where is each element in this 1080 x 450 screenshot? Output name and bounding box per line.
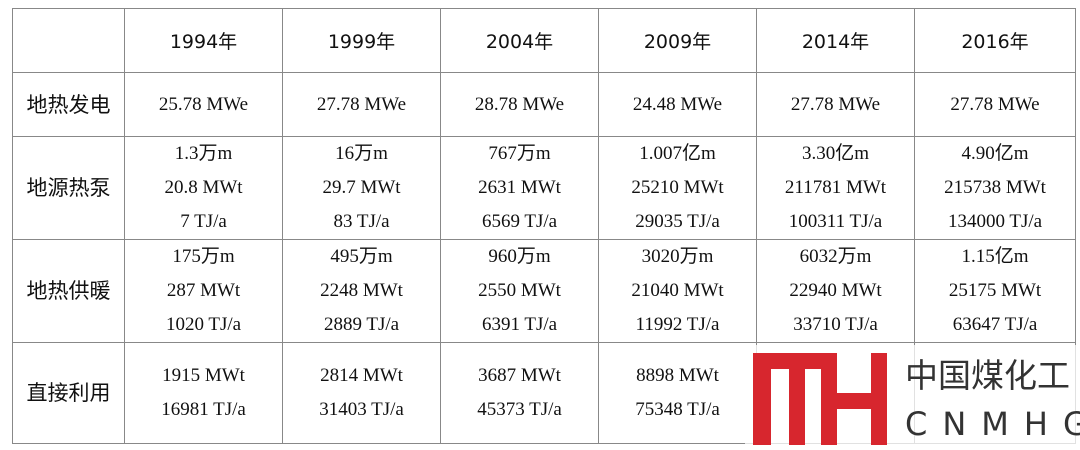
watermark-code: CNMHG [905, 405, 1080, 443]
cell-line: 215738 MWt [944, 177, 1046, 198]
row-label: 直接利用 [12, 342, 125, 444]
cell-line: 287 MWt [166, 280, 241, 301]
cell: 6032万m 22940 MWt 33710 TJ/a [756, 239, 915, 343]
cell: 175万m 287 MWt 1020 TJ/a [124, 239, 283, 343]
cell: 3020万m 21040 MWt 11992 TJ/a [598, 239, 757, 343]
cell: 27.78 MWe [914, 72, 1076, 137]
cell-line: 6391 TJ/a [481, 314, 558, 335]
cell-line: 134000 TJ/a [947, 211, 1043, 232]
cell-line: 960万m [488, 246, 551, 267]
cell-line: 3020万m [641, 246, 714, 267]
cell-line: 75348 TJ/a [635, 399, 720, 420]
cell-line: 22940 MWt [789, 280, 882, 301]
cell: 960万m 2550 MWt 6391 TJ/a [440, 239, 599, 343]
cell-line: 1.3万m [174, 143, 233, 164]
cell: 1915 MWt 16981 TJ/a [124, 342, 283, 444]
cell-line: 1915 MWt [162, 365, 245, 386]
cell: 1.3万m 20.8 MWt 7 TJ/a [124, 136, 283, 240]
cell: 27.78 MWe [756, 72, 915, 137]
cell-line: 4.90亿m [961, 143, 1029, 164]
watermark: 中国煤化工 CNMHG [745, 345, 1080, 450]
cell: 3687 MWt 45373 TJ/a [440, 342, 599, 444]
cell-line: 2814 MWt [320, 365, 403, 386]
cell-line: 2248 MWt [320, 280, 403, 301]
cell-line: 2550 MWt [478, 280, 561, 301]
cell-line: 11992 TJ/a [635, 314, 720, 335]
cell-line: 2889 TJ/a [323, 314, 400, 335]
cell-line: 8898 MWt [636, 365, 719, 386]
cell-line: 29.7 MWt [322, 177, 401, 198]
cell-line: 63647 TJ/a [952, 314, 1038, 335]
cell-line: 100311 TJ/a [788, 211, 883, 232]
header-cell: 2014年 [756, 8, 915, 73]
cell-line: 175万m [172, 246, 235, 267]
cell-line: 21040 MWt [631, 280, 724, 301]
cell-line: 6032万m [799, 246, 872, 267]
cell-line: 28.78 MWe [474, 93, 565, 115]
cell: 2814 MWt 31403 TJ/a [282, 342, 441, 444]
cell-line: 6569 TJ/a [481, 211, 558, 232]
cell-line: 29035 TJ/a [635, 211, 720, 232]
cell-line: 25175 MWt [948, 280, 1042, 301]
cell-line: 16万m [335, 143, 388, 164]
cell-line: 1020 TJ/a [165, 314, 242, 335]
row-label: 地热供暖 [12, 239, 125, 343]
cell-line: 2631 MWt [478, 177, 561, 198]
cell-line: 83 TJ/a [333, 211, 390, 232]
cell: 4.90亿m 215738 MWt 134000 TJ/a [914, 136, 1076, 240]
cell-line: 7 TJ/a [180, 211, 227, 232]
cell: 16万m 29.7 MWt 83 TJ/a [282, 136, 441, 240]
header-cell: 1999年 [282, 8, 441, 73]
cell-line: 27.78 MWe [790, 93, 881, 115]
header-cell: 2016年 [914, 8, 1076, 73]
cell: 3.30亿m 211781 MWt 100311 TJ/a [756, 136, 915, 240]
cell: 1.15亿m 25175 MWt 63647 TJ/a [914, 239, 1076, 343]
header-cell: 1994年 [124, 8, 283, 73]
cell-line: 16981 TJ/a [161, 399, 246, 420]
cell-line: 45373 TJ/a [477, 399, 562, 420]
cell-line: 211781 MWt [784, 177, 887, 198]
cell: 27.78 MWe [282, 72, 441, 137]
header-cell: 2004年 [440, 8, 599, 73]
cell: 8898 MWt 75348 TJ/a [598, 342, 757, 444]
cell-line: 20.8 MWt [164, 177, 243, 198]
header-row: 1994年 1999年 2004年 2009年 2014年 2016年 [12, 8, 1076, 73]
cell: 24.48 MWe [598, 72, 757, 137]
cell: 1.007亿m 25210 MWt 29035 TJ/a [598, 136, 757, 240]
cell-line: 1.15亿m [961, 246, 1029, 267]
data-table: 1994年 1999年 2004年 2009年 2014年 2016年 地热发电 25.78… [12, 8, 1076, 444]
corner-cell [12, 8, 125, 73]
cell-line: 24.48 MWe [632, 93, 723, 115]
cell: 28.78 MWe [440, 72, 599, 137]
cell: 25.78 MWe [124, 72, 283, 137]
cell-line: 495万m [330, 246, 393, 267]
cell-line: 3.30亿m [801, 143, 870, 164]
cell-line: 3687 MWt [478, 365, 561, 386]
header-cell: 2009年 [598, 8, 757, 73]
table-row: 地源热泵 1.3万m 20.8 MWt 7 TJ/a 16万m 29.7 MWt 83 TJ… [12, 136, 1076, 240]
watermark-name: 中国煤化工 [905, 356, 1070, 395]
cell: 495万m 2248 MWt 2889 TJ/a [282, 239, 441, 343]
table-row: 地热供暖 175万m 287 MWt 1020 TJ/a 495万m 2248 MWt 28… [12, 239, 1076, 343]
row-label: 地热发电 [12, 72, 125, 137]
cell-line: 31403 TJ/a [319, 399, 404, 420]
cell-line: 1.007亿m [639, 143, 716, 164]
cell-line: 27.78 MWe [316, 93, 407, 115]
cell-line: 767万m [488, 143, 551, 164]
cell-line: 33710 TJ/a [793, 314, 878, 335]
cell-line: 27.78 MWe [950, 93, 1040, 115]
cell-line: 25210 MWt [631, 177, 724, 198]
cell-line: 25.78 MWe [158, 93, 249, 115]
row-label: 地源热泵 [12, 136, 125, 240]
cell: 767万m 2631 MWt 6569 TJ/a [440, 136, 599, 240]
table-row: 地热发电 25.78 MWe 27.78 MWe 28.78 MWe 24.48 MWe… [12, 72, 1076, 137]
watermark-logo [753, 353, 887, 445]
